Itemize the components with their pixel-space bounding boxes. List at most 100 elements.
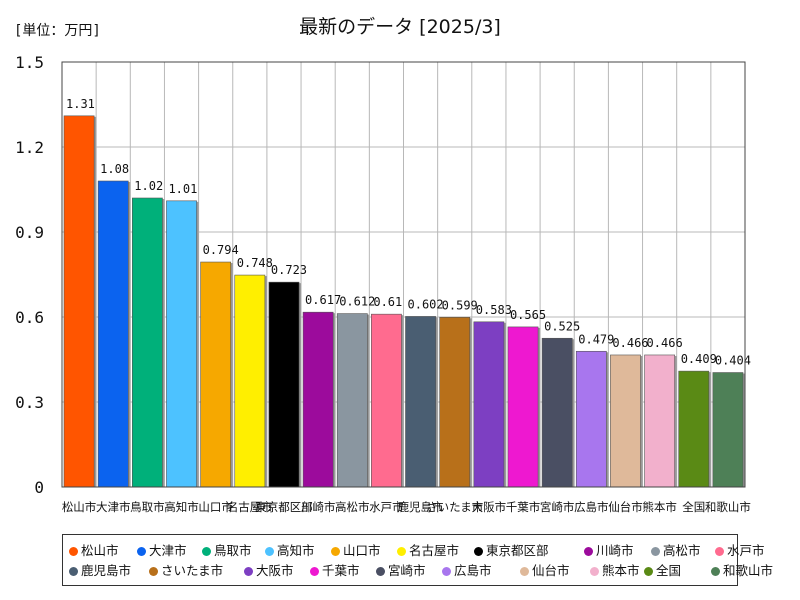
legend-item: 東京都区部 (474, 544, 549, 558)
x-tick-label: 宮崎市 (540, 500, 575, 514)
legend-label: 仙台市 (532, 563, 570, 578)
legend-item: 高松市 (651, 544, 701, 558)
value-label: 0.565 (510, 308, 546, 322)
x-tick-label: 山口市 (198, 500, 233, 514)
legend-label: 東京都区部 (486, 543, 549, 558)
value-labels: 1.311.081.02 1.010.7940.7480.7230.6170.61… (66, 97, 751, 368)
legend-item: 名古屋市 (397, 544, 459, 558)
x-tick-label: 全国 (682, 500, 705, 514)
x-tick-label: 鳥取市 (130, 500, 165, 514)
x-tick-label: 大阪市 (472, 500, 507, 514)
legend-label: 大津市 (149, 543, 187, 558)
legend-marker (244, 567, 253, 576)
legend-item: 仙台市 (520, 564, 570, 578)
legend-label: 全国 (656, 563, 682, 578)
legend-marker (265, 547, 274, 556)
bar (302, 311, 334, 488)
bar (575, 350, 607, 488)
bar (63, 115, 95, 488)
x-tick-label: 和歌山市 (705, 500, 751, 514)
unit-label: [単位：万円] (14, 23, 101, 39)
legend-label: 山口市 (343, 543, 381, 558)
legend-marker (137, 547, 146, 556)
legend-item: 全国 (644, 564, 681, 578)
legend-label: 鳥取市 (214, 543, 252, 558)
legend-label: さいたま市 (161, 563, 224, 578)
value-label: 0.61 (373, 295, 402, 309)
plot-frame (61, 61, 746, 488)
value-label: 0.617 (305, 293, 341, 307)
legend-item: 山口市 (331, 544, 381, 558)
bar (97, 180, 129, 488)
bar (336, 313, 368, 488)
y-tick-label: 0.3 (15, 393, 44, 412)
value-label: 0.525 (544, 319, 580, 333)
legend-marker (149, 567, 158, 576)
x-tick-label: 水戸市 (369, 500, 404, 514)
x-tick-label: 鹿児島市 (398, 500, 444, 514)
x-tick-label: 高松市 (335, 500, 370, 514)
value-label: 1.08 (100, 162, 129, 176)
legend-item: 宮崎市 (376, 564, 426, 578)
x-tick-label: 東京都区部 (255, 500, 313, 514)
legend-item: 大阪市 (244, 564, 294, 578)
bar (439, 316, 471, 488)
legend-label: 川崎市 (596, 543, 634, 558)
legend-label: 鹿児島市 (81, 563, 132, 578)
legend-marker (520, 567, 529, 576)
value-label: 0.466 (647, 336, 683, 350)
value-label: 0.748 (237, 256, 273, 270)
value-label: 0.583 (476, 303, 512, 317)
legend-marker (310, 567, 319, 576)
bar (678, 370, 710, 488)
bar (541, 337, 573, 488)
legend-item: 広島市 (442, 564, 492, 578)
value-label: 0.466 (612, 336, 648, 350)
value-label: 0.602 (408, 297, 444, 311)
chart-title: 最新のデータ [2025/3] (299, 16, 501, 38)
legend-item: 熊本市 (590, 564, 640, 578)
y-tick-label: 0.6 (15, 308, 44, 327)
bar (507, 326, 539, 488)
legend-marker (715, 547, 724, 556)
legend-label: 熊本市 (602, 563, 640, 578)
value-label: 0.612 (339, 295, 375, 309)
bar (644, 354, 675, 488)
bar (166, 200, 197, 488)
legend-label: 和歌山市 (723, 563, 774, 578)
legend-label: 宮崎市 (388, 563, 426, 578)
bar (610, 354, 641, 488)
value-label: 0.599 (442, 298, 478, 312)
value-label: 1.31 (66, 97, 95, 111)
legend-marker (69, 567, 78, 576)
x-tick-label: 名古屋市 (227, 500, 273, 514)
bar (712, 372, 744, 488)
legend-marker (202, 547, 211, 556)
legend-label: 広島市 (454, 563, 492, 578)
bar (132, 197, 163, 488)
x-tick-label: 熊本市 (642, 500, 677, 514)
bar (268, 281, 300, 488)
legend-item: 水戸市 (715, 544, 765, 558)
x-tick-label: 仙台市 (608, 500, 643, 514)
bar (234, 274, 266, 488)
legend-marker (590, 567, 599, 576)
legend-item: 千葉市 (310, 564, 360, 578)
legend-item: 大津市 (137, 544, 187, 558)
value-label: 0.723 (271, 263, 307, 277)
legend-item: 鳥取市 (202, 544, 252, 558)
value-label: 0.404 (715, 354, 751, 368)
x-tick-label: 川崎市 (301, 500, 336, 514)
y-axis-ticks: 0 0.3 0.6 0.9 1.2 1.5 (15, 53, 44, 497)
legend-item: 高知市 (265, 544, 315, 558)
legend-marker (442, 567, 451, 576)
value-label: 1.02 (134, 179, 163, 193)
legend-marker (474, 547, 483, 556)
x-tick-label: 高知市 (164, 500, 199, 514)
bar (200, 261, 232, 488)
x-tick-label: 大津市 (96, 500, 131, 514)
y-tick-label: 0 (34, 478, 44, 497)
legend-label: 千葉市 (322, 563, 360, 578)
bar (473, 321, 505, 488)
